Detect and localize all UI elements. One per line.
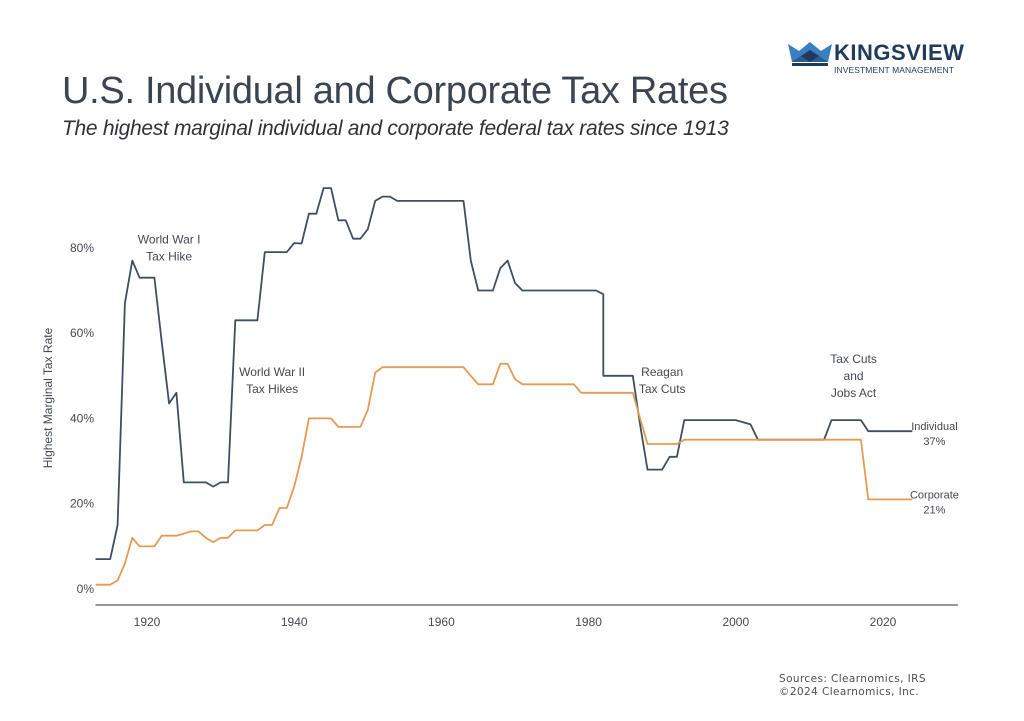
annotation-line: Jobs Act — [831, 386, 877, 400]
series-line-corporate — [95, 362, 913, 586]
y-ticks: 0% 20% 40% 60% 80% — [70, 241, 94, 596]
end-label-individual: Individual — [911, 421, 957, 433]
page-title: U.S. Individual and Corporate Tax Rates — [62, 70, 728, 112]
y-tick-label: 40% — [70, 411, 94, 425]
annotation-line: World War II — [239, 365, 305, 379]
x-tick-label: 1920 — [134, 615, 161, 629]
annotation-line: Tax Cuts — [830, 352, 877, 366]
end-label-corporate: Corporate — [910, 489, 959, 501]
logo-name: KINGSVIEW — [834, 40, 965, 65]
y-axis-label: Highest Marginal Tax Rate — [41, 327, 55, 468]
sources-text: Sources: Clearnomics, IRS — [779, 673, 926, 685]
annotation: Tax Cuts and Jobs Act — [830, 352, 877, 400]
annotation-line: Tax Hikes — [246, 382, 298, 396]
series-lines — [95, 187, 913, 586]
x-ticks: 1920 1940 1960 1980 2000 2020 — [134, 615, 897, 629]
annotation: World War II Tax Hikes — [239, 365, 305, 396]
annotation: Reagan Tax Cuts — [639, 365, 686, 396]
copyright-text: ©2024 Clearnomics, Inc. — [779, 686, 920, 698]
x-tick-label: 1940 — [281, 615, 308, 629]
annotations: World War I Tax Hike World War II Tax Hikes… — [138, 233, 877, 400]
x-tick-label: 1960 — [428, 615, 455, 629]
annotation-line: Tax Cuts — [639, 382, 686, 396]
page-subtitle: The highest marginal individual and corp… — [62, 117, 729, 140]
end-labels: Individual 37% Corporate 21% — [910, 421, 959, 516]
y-tick-label: 0% — [77, 582, 95, 596]
end-value-corporate: 21% — [923, 504, 945, 516]
annotation-line: and — [844, 369, 864, 383]
end-value-individual: 37% — [923, 436, 945, 448]
x-tick-label: 1980 — [575, 615, 602, 629]
crown-icon — [788, 42, 832, 66]
y-tick-label: 20% — [70, 497, 94, 511]
kingsview-logo: KINGSVIEW INVESTMENT MANAGEMENT — [788, 38, 968, 78]
x-tick-label: 2000 — [722, 615, 749, 629]
y-tick-label: 60% — [70, 326, 94, 340]
annotation-line: World War I — [138, 233, 201, 247]
x-tick-label: 2020 — [870, 615, 897, 629]
annotation: World War I Tax Hike — [138, 233, 201, 264]
y-axis-label-group: Highest Marginal Tax Rate — [41, 327, 55, 468]
logo-tagline: INVESTMENT MANAGEMENT — [834, 65, 955, 75]
series-line-individual — [95, 187, 913, 560]
annotation-line: Tax Hike — [146, 250, 192, 264]
annotation-line: Reagan — [641, 365, 683, 379]
sources-note: Sources: Clearnomics, IRS ©2024 Clearnom… — [779, 673, 926, 699]
y-tick-label: 80% — [70, 241, 94, 255]
